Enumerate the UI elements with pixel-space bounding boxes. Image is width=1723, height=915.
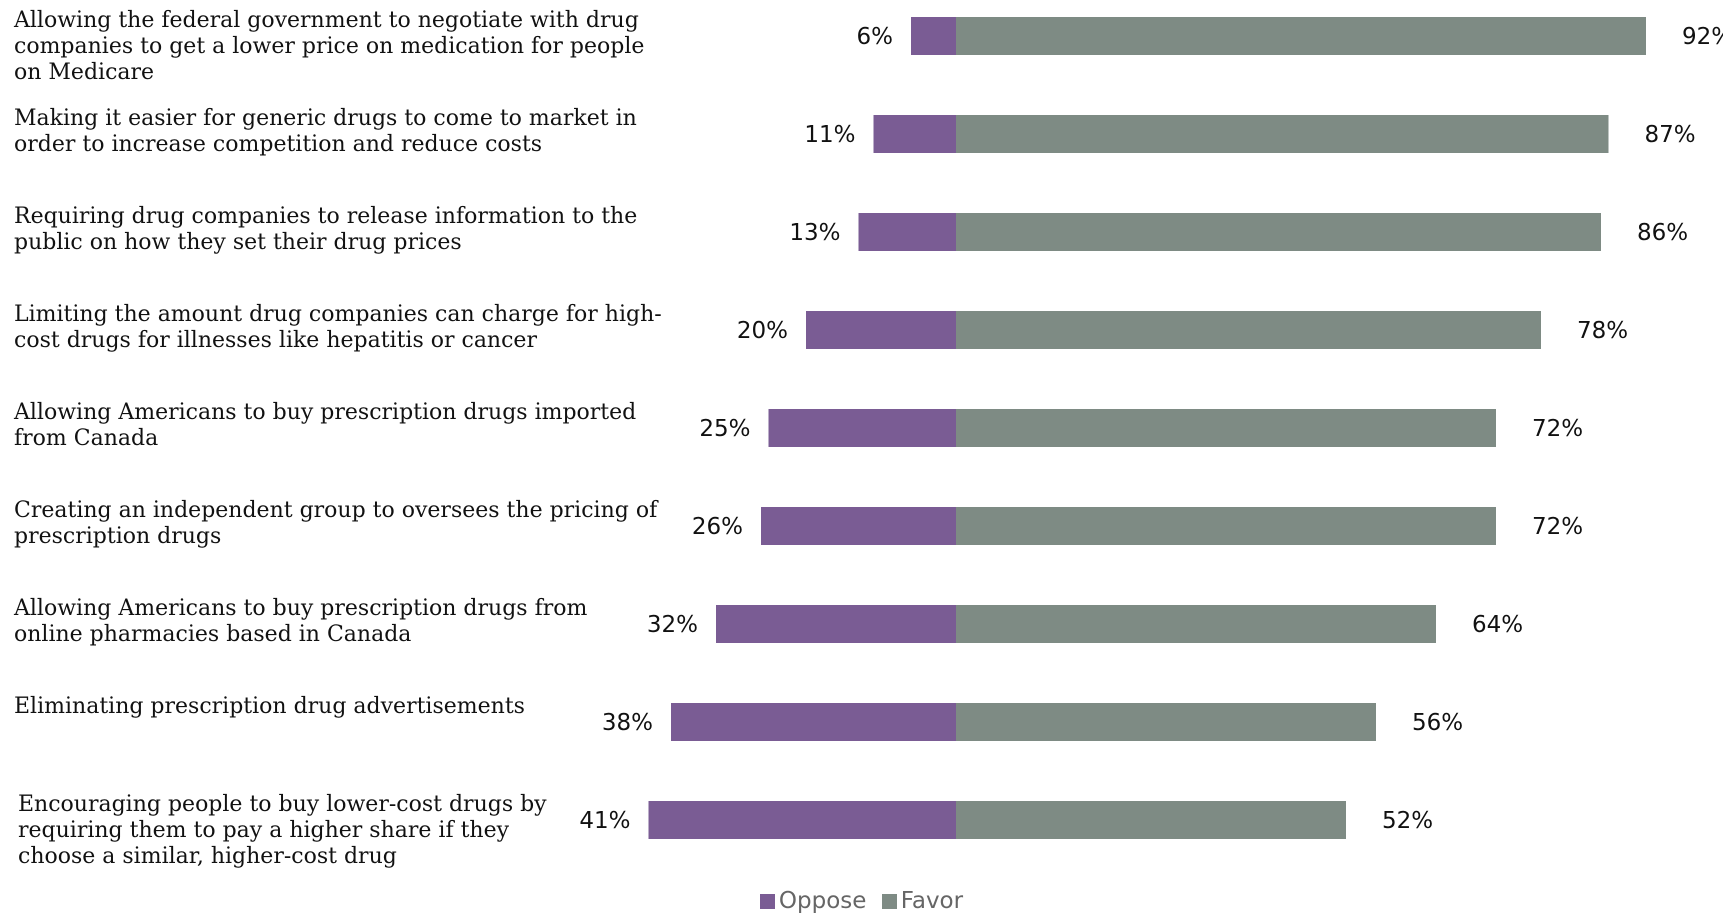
legend-swatch-favor bbox=[881, 893, 897, 909]
data-label-oppose: 26% bbox=[692, 514, 743, 540]
category-label-line: Making it easier for generic drugs to co… bbox=[14, 106, 637, 131]
bar-favor bbox=[956, 311, 1541, 349]
data-label-favor: 86% bbox=[1637, 220, 1688, 246]
data-label-oppose: 11% bbox=[804, 122, 855, 148]
legend-label-oppose: Oppose bbox=[778, 888, 867, 914]
category-label-line: Allowing Americans to buy prescription d… bbox=[14, 400, 637, 425]
category-label-line: prescription drugs bbox=[14, 524, 222, 549]
category-label-line: Eliminating prescription drug advertisem… bbox=[14, 694, 525, 719]
category-label-line: choose a similar, higher-cost drug bbox=[18, 844, 397, 869]
data-label-oppose: 13% bbox=[789, 220, 840, 246]
bar-favor bbox=[956, 801, 1346, 839]
bar-favor bbox=[956, 409, 1496, 447]
bar-oppose bbox=[858, 213, 956, 251]
data-label-favor: 64% bbox=[1472, 612, 1523, 638]
data-label-oppose: 38% bbox=[602, 710, 653, 736]
data-label-favor: 72% bbox=[1532, 416, 1583, 442]
category-label: Making it easier for generic drugs to co… bbox=[14, 106, 637, 158]
data-label-favor: 52% bbox=[1382, 808, 1433, 834]
category-label-line: order to increase competition and reduce… bbox=[14, 132, 543, 157]
category-label: Allowing Americans to buy prescription d… bbox=[14, 596, 634, 648]
category-label-line: requiring them to pay a higher share if … bbox=[18, 818, 510, 843]
data-label-favor: 87% bbox=[1645, 122, 1696, 148]
bar-favor bbox=[956, 507, 1496, 545]
category-label-line: from Canada bbox=[14, 426, 159, 451]
category-label-line: public on how they set their drug prices bbox=[14, 230, 462, 255]
category-label: Limiting the amount drug companies can c… bbox=[14, 302, 662, 354]
category-label-line: companies to get a lower price on medica… bbox=[14, 34, 645, 59]
data-label-favor: 72% bbox=[1532, 514, 1583, 540]
data-label-favor: 56% bbox=[1412, 710, 1463, 736]
bar-favor bbox=[956, 605, 1436, 643]
legend-label-favor: Favor bbox=[900, 888, 964, 914]
legend: Oppose Favor bbox=[0, 888, 1723, 915]
category-label-line: on Medicare bbox=[14, 60, 155, 85]
data-label-oppose: 32% bbox=[647, 612, 698, 638]
data-label-oppose: 20% bbox=[737, 318, 788, 344]
bar-favor bbox=[956, 213, 1601, 251]
data-label-oppose: 6% bbox=[857, 24, 894, 50]
bar-oppose bbox=[716, 605, 956, 643]
category-label-line: Creating an independent group to oversee… bbox=[14, 498, 658, 523]
category-label: Requiring drug companies to release info… bbox=[14, 204, 638, 256]
bar-oppose bbox=[648, 801, 956, 839]
category-label-line: Allowing Americans to buy prescription d… bbox=[14, 596, 588, 621]
data-label-favor: 78% bbox=[1577, 318, 1628, 344]
bar-oppose bbox=[873, 115, 956, 153]
legend-item-oppose: Oppose bbox=[759, 888, 867, 914]
category-label-line: online pharmacies based in Canada bbox=[14, 622, 412, 647]
category-label: Encouraging people to buy lower-cost dru… bbox=[18, 792, 638, 870]
category-label-line: cost drugs for illnesses like hepatitis … bbox=[14, 328, 537, 353]
bar-oppose bbox=[761, 507, 956, 545]
bar-favor bbox=[956, 703, 1376, 741]
bar-oppose bbox=[911, 17, 956, 55]
legend-item-favor: Favor bbox=[881, 888, 964, 914]
category-label-line: Limiting the amount drug companies can c… bbox=[14, 302, 662, 327]
bar-oppose bbox=[768, 409, 956, 447]
category-label-line: Allowing the federal government to negot… bbox=[14, 8, 639, 33]
bar-favor bbox=[956, 115, 1609, 153]
legend-swatch-oppose bbox=[759, 893, 775, 909]
bar-oppose bbox=[671, 703, 956, 741]
bar-favor bbox=[956, 17, 1646, 55]
category-label: Allowing Americans to buy prescription d… bbox=[14, 400, 637, 452]
category-label-line: Requiring drug companies to release info… bbox=[14, 204, 638, 229]
category-label: Creating an independent group to oversee… bbox=[14, 498, 658, 550]
data-label-oppose: 41% bbox=[579, 808, 630, 834]
bar-oppose bbox=[806, 311, 956, 349]
category-label: Eliminating prescription drug advertisem… bbox=[14, 694, 634, 720]
data-label-favor: 92% bbox=[1682, 24, 1723, 50]
category-label-line: Encouraging people to buy lower-cost dru… bbox=[18, 792, 547, 817]
category-label: Allowing the federal government to negot… bbox=[14, 8, 645, 86]
data-label-oppose: 25% bbox=[699, 416, 750, 442]
